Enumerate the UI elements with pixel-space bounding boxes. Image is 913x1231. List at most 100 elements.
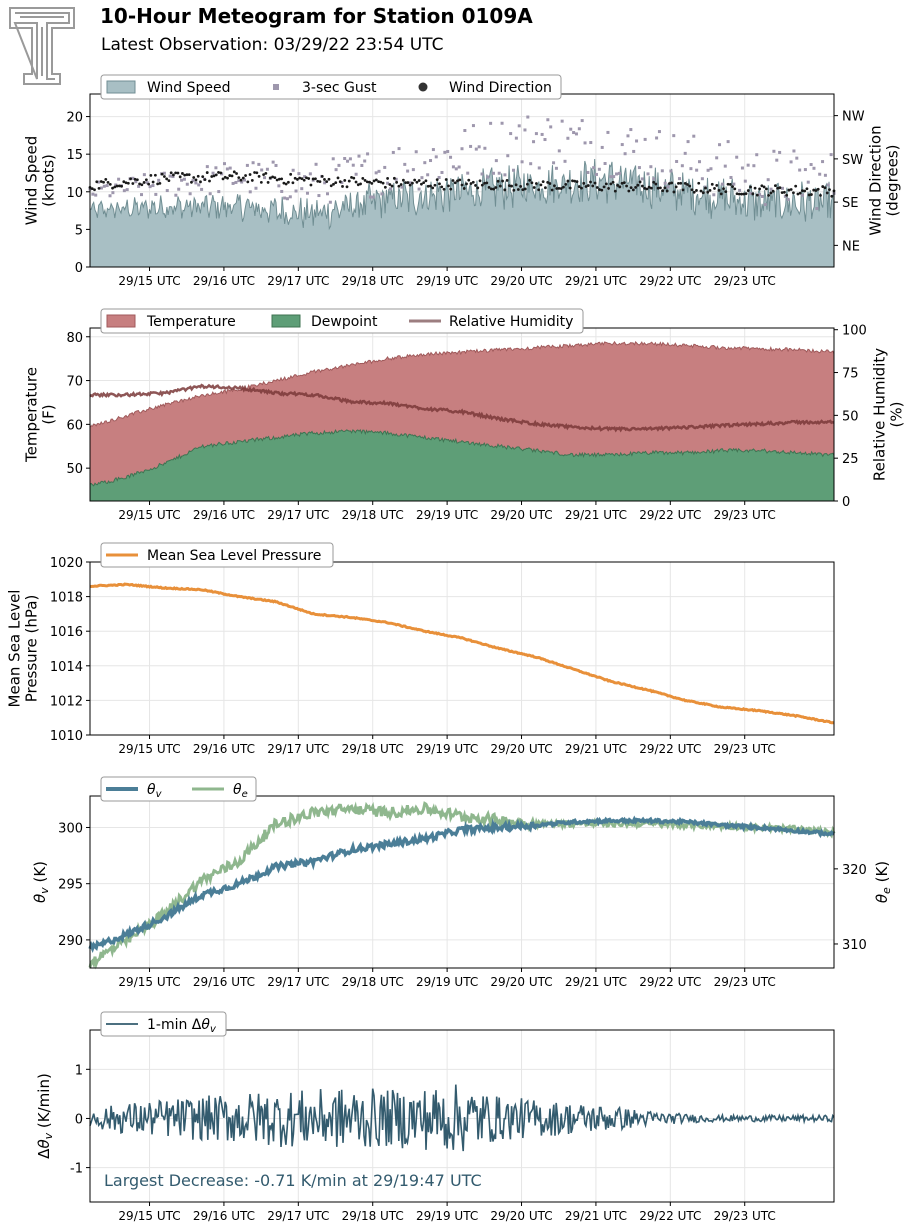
- wind-direction-marker: [708, 189, 712, 192]
- wind-direction-marker: [643, 186, 647, 190]
- wind-direction-marker: [704, 186, 707, 190]
- gust-marker: [823, 173, 827, 177]
- gust-marker: [652, 177, 656, 181]
- gust-marker: [134, 180, 138, 184]
- gust-marker: [497, 171, 501, 175]
- gust-marker: [434, 155, 438, 159]
- gust-marker: [131, 176, 135, 180]
- gust-marker: [283, 196, 287, 200]
- wind-direction-marker: [327, 177, 331, 181]
- gust-marker: [406, 169, 410, 173]
- legend-label: 1-min Δθv: [147, 1017, 217, 1035]
- gust-marker: [663, 181, 667, 185]
- gust-marker: [423, 161, 427, 165]
- gust-marker: [537, 166, 541, 170]
- gust-marker: [443, 150, 447, 154]
- gust-marker: [549, 125, 553, 129]
- gust-marker: [646, 172, 650, 176]
- x-tick-label: 29/21 UTC: [565, 274, 627, 288]
- wind-direction-marker: [825, 191, 829, 195]
- wind-direction-marker: [625, 184, 628, 188]
- theta-e-axis-label-text: θe (K): [873, 861, 893, 903]
- gust-marker: [826, 183, 830, 187]
- gust-marker: [380, 192, 384, 196]
- wind-direction-marker: [106, 180, 110, 184]
- wind-direction-marker: [374, 178, 378, 182]
- x-tick-label: 29/22 UTC: [639, 274, 701, 288]
- wind-direction-marker: [219, 171, 223, 175]
- gust-marker: [263, 176, 267, 180]
- wind-direction-marker: [282, 181, 286, 185]
- y-axis-label-line: (knots): [40, 154, 58, 207]
- wind-direction-marker: [361, 176, 365, 180]
- gust-marker: [540, 132, 544, 136]
- wind-direction-marker: [778, 186, 782, 190]
- wind-direction-marker: [221, 177, 225, 181]
- wind-direction-marker: [192, 176, 196, 179]
- wind-direction-marker: [429, 184, 432, 188]
- wind-direction-marker: [604, 182, 608, 186]
- wind-direction-marker: [602, 185, 606, 189]
- legend: Mean Sea Level Pressure: [100, 542, 334, 568]
- wind-direction-marker: [758, 187, 761, 191]
- x-tick-label: 29/16 UTC: [193, 508, 255, 522]
- wind-direction-marker: [289, 172, 293, 176]
- theta-e-line: [88, 801, 836, 970]
- legend-swatch: [106, 80, 136, 94]
- wind-direction-marker: [618, 185, 622, 189]
- gust-marker: [812, 166, 816, 170]
- wind-direction-marker: [415, 180, 419, 184]
- gust-marker: [360, 163, 364, 167]
- gust-marker: [91, 192, 95, 196]
- gust-marker: [620, 143, 624, 147]
- wind-direction-marker: [805, 187, 809, 191]
- gust-marker: [171, 175, 175, 179]
- wind-direction-marker: [318, 180, 322, 184]
- y-tick-label: 1020: [50, 556, 83, 571]
- gust-marker: [162, 171, 166, 175]
- gust-marker: [623, 152, 627, 156]
- gust-marker: [686, 140, 690, 144]
- gust-markers: [88, 115, 836, 211]
- wind-direction-marker: [235, 172, 238, 175]
- gust-marker: [603, 161, 607, 165]
- wind-direction-marker: [268, 176, 272, 180]
- gust-marker: [517, 124, 521, 128]
- x-tick-label: 29/23 UTC: [714, 1209, 776, 1223]
- wind-direction-marker: [627, 189, 631, 193]
- wind-direction-marker: [372, 179, 376, 183]
- gust-marker: [506, 154, 510, 158]
- wind-direction-marker: [228, 174, 232, 177]
- wind-direction-marker: [174, 171, 178, 175]
- x-tick-label: 29/15 UTC: [118, 1209, 180, 1223]
- wind-direction-marker: [257, 174, 261, 178]
- gust-marker: [669, 169, 673, 173]
- wind-direction-marker: [181, 172, 184, 175]
- gust-marker: [589, 141, 593, 145]
- gust-marker: [683, 151, 687, 155]
- right-tick-label: 0: [842, 495, 850, 510]
- gust-marker: [340, 181, 344, 185]
- gust-marker: [394, 177, 398, 181]
- gust-marker: [114, 183, 118, 187]
- wind-direction-marker: [334, 181, 338, 185]
- wind-direction-marker: [422, 181, 426, 185]
- gust-marker: [420, 176, 424, 180]
- wind-direction-marker: [798, 191, 802, 195]
- gust-marker: [122, 189, 126, 193]
- gust-marker: [657, 130, 661, 134]
- wind-direction-marker: [433, 183, 437, 187]
- wind-direction-marker: [683, 181, 687, 185]
- wind-direction-marker: [379, 180, 383, 184]
- gust-marker: [265, 167, 269, 171]
- wind-direction-marker: [253, 171, 256, 174]
- wind-direction-marker: [237, 176, 241, 180]
- gust-marker: [305, 191, 309, 195]
- wind-direction-marker: [408, 183, 412, 187]
- gust-marker: [371, 195, 375, 199]
- right-tick-label: 100: [842, 324, 867, 339]
- wind-direction-marker: [535, 182, 538, 185]
- wind-direction-marker: [300, 177, 304, 181]
- wind-direction-marker: [196, 174, 200, 178]
- y-axis-label-line: Temperature: [23, 367, 41, 463]
